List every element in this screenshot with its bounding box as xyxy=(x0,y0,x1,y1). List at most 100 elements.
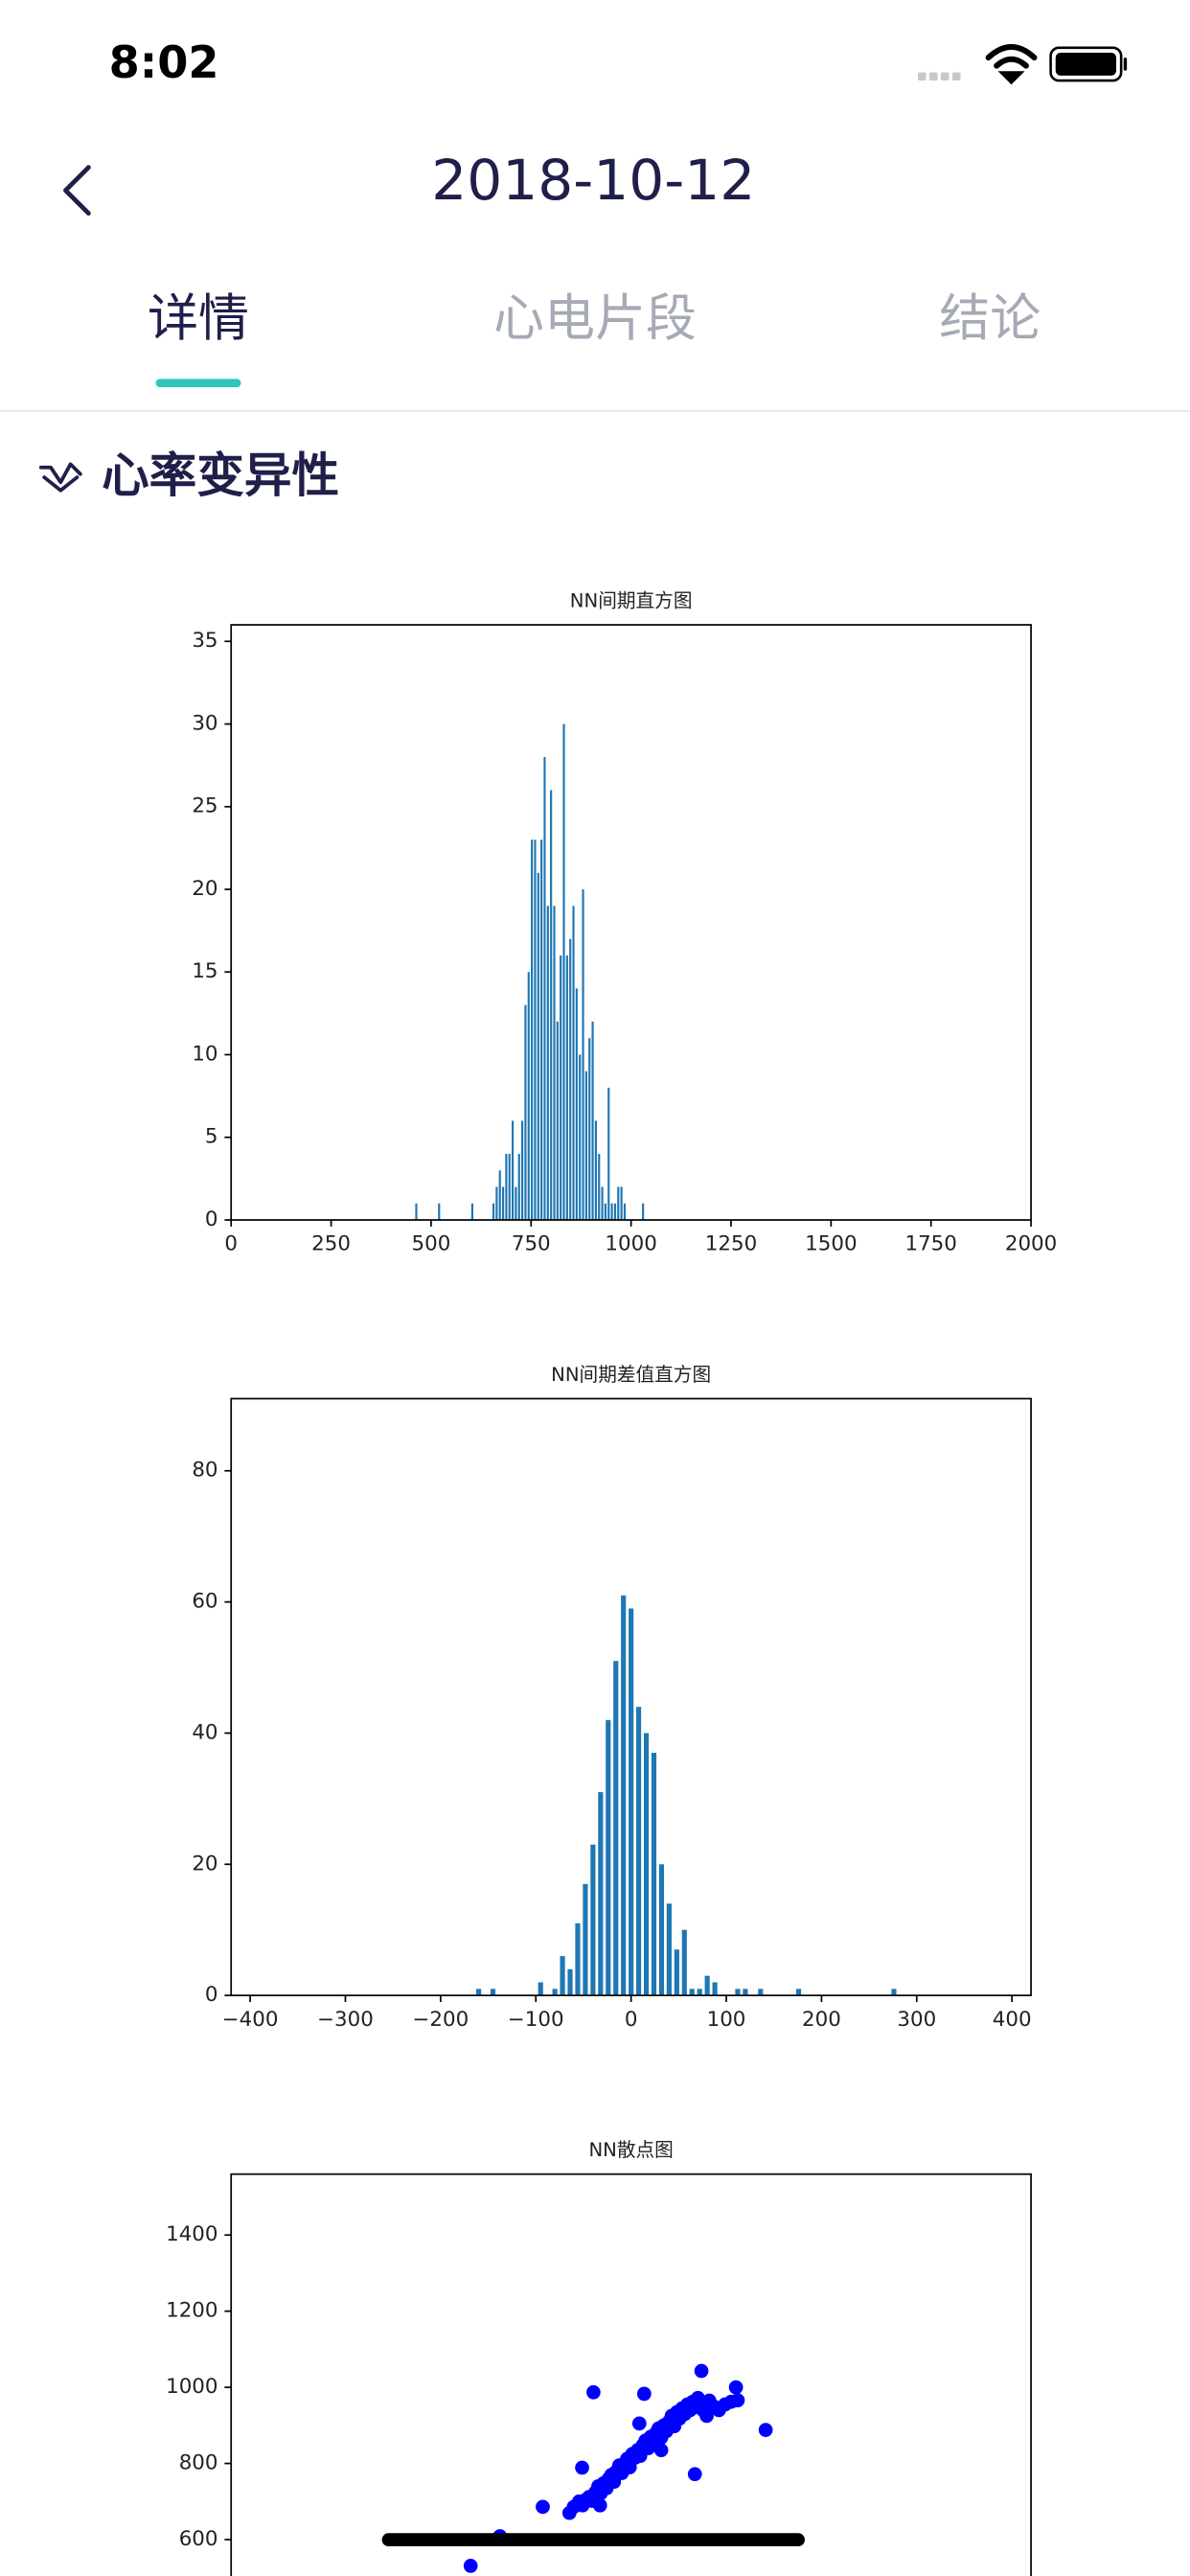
bar xyxy=(517,1154,520,1221)
bar xyxy=(501,1186,505,1221)
x-tick-label: −200 xyxy=(413,2008,469,2032)
y-tick-label: 40 xyxy=(192,1720,217,1744)
x-tick-label: 1250 xyxy=(705,1232,757,1256)
tab[interactable]: 结论 xyxy=(939,288,1041,348)
axes-frame xyxy=(230,624,1032,1221)
tab-indicator xyxy=(155,379,241,387)
bar xyxy=(610,1203,613,1221)
bar xyxy=(415,1203,418,1221)
x-tick-label: 300 xyxy=(897,2008,936,2032)
y-tick-label: 10 xyxy=(192,1043,217,1067)
tab[interactable]: 心电片段 xyxy=(493,288,697,348)
x-tick-label: 200 xyxy=(802,2008,841,2032)
bar xyxy=(567,1968,573,1996)
status-time: 8:02 xyxy=(109,36,219,88)
bar xyxy=(438,1203,441,1221)
bar xyxy=(527,972,530,1221)
x-tick-label: −300 xyxy=(317,2008,374,2032)
scatter-point xyxy=(728,2380,744,2395)
bar xyxy=(704,1975,710,1996)
back-button[interactable] xyxy=(63,165,91,217)
bar xyxy=(712,1982,718,1996)
bar xyxy=(552,1989,558,1996)
y-tick-label: 15 xyxy=(192,959,217,983)
x-tick-label: −100 xyxy=(508,2008,564,2032)
x-tick-label: 1750 xyxy=(904,1232,956,1256)
x-tick-label: 750 xyxy=(512,1232,551,1256)
bar xyxy=(658,1864,665,1996)
bar xyxy=(623,1203,627,1221)
x-tick-label: 1500 xyxy=(805,1232,857,1256)
scatter-point xyxy=(536,2499,550,2515)
plot-area xyxy=(476,1595,897,1996)
bar xyxy=(598,1154,601,1221)
x-tick-label: −400 xyxy=(222,2008,279,2032)
y-tick-label: 20 xyxy=(192,877,217,901)
y-tick-label: 1400 xyxy=(166,2222,217,2246)
bar xyxy=(540,840,543,1221)
y-tick-label: 5 xyxy=(205,1125,218,1149)
x-tick-label: 1000 xyxy=(605,1232,656,1256)
x-tick-label: 500 xyxy=(412,1232,451,1256)
bar xyxy=(582,889,584,1221)
divider xyxy=(0,409,1190,412)
bar xyxy=(697,1989,702,1996)
scatter-point xyxy=(631,2416,647,2431)
bar xyxy=(492,1203,495,1221)
scatter-point xyxy=(758,2423,773,2437)
tab[interactable]: 详情 xyxy=(148,288,249,348)
bar xyxy=(681,1929,687,1996)
bar xyxy=(490,1989,496,1996)
bar xyxy=(537,872,539,1221)
bar xyxy=(588,1038,591,1221)
bar xyxy=(601,1186,604,1221)
bar xyxy=(511,1120,515,1221)
bar xyxy=(569,938,572,1221)
bar xyxy=(584,1070,587,1221)
scatter-point xyxy=(586,2384,601,2400)
plot-area xyxy=(415,724,645,1221)
bar xyxy=(590,1844,596,1996)
y-tick-label: 600 xyxy=(179,2527,218,2551)
bar xyxy=(553,906,556,1221)
scatter-point xyxy=(575,2460,589,2475)
bar xyxy=(476,1989,482,1996)
bar xyxy=(607,1088,610,1221)
bar xyxy=(604,1203,607,1221)
x-tick-label: 2000 xyxy=(1005,1232,1057,1256)
bar xyxy=(891,1989,897,1996)
x-tick-label: 400 xyxy=(993,2008,1032,2032)
bar xyxy=(674,1949,679,1996)
wifi-icon xyxy=(985,43,1038,85)
scatter-point xyxy=(463,2559,478,2573)
bar xyxy=(591,1022,594,1221)
y-tick-label: 1200 xyxy=(166,2299,217,2323)
bar xyxy=(498,1170,501,1221)
bar xyxy=(617,1186,620,1221)
scatter-point xyxy=(561,2505,577,2520)
y-tick-label: 1000 xyxy=(166,2375,217,2399)
y-tick-label: 20 xyxy=(192,1852,217,1875)
header-title: 2018-10-12 xyxy=(431,148,755,213)
bar xyxy=(565,955,568,1221)
bar xyxy=(562,724,565,1221)
axes-frame xyxy=(230,2173,1032,2576)
bar xyxy=(636,1707,642,1996)
bar xyxy=(594,1120,597,1221)
bar xyxy=(689,1989,695,1996)
x-tick-label: 0 xyxy=(625,2008,638,2032)
x-tick-label: 100 xyxy=(707,2008,746,2032)
bar xyxy=(629,1608,634,1996)
bar xyxy=(470,1203,474,1221)
bar xyxy=(538,1982,543,1996)
bar xyxy=(575,988,578,1221)
bar xyxy=(620,1186,623,1221)
bar xyxy=(613,1661,619,1996)
y-tick-label: 80 xyxy=(192,1459,217,1483)
bar xyxy=(560,1956,565,1996)
bar xyxy=(575,1922,581,1996)
bar xyxy=(508,1154,511,1221)
bar xyxy=(534,840,537,1221)
scatter-point xyxy=(694,2363,709,2379)
bar xyxy=(531,840,534,1221)
